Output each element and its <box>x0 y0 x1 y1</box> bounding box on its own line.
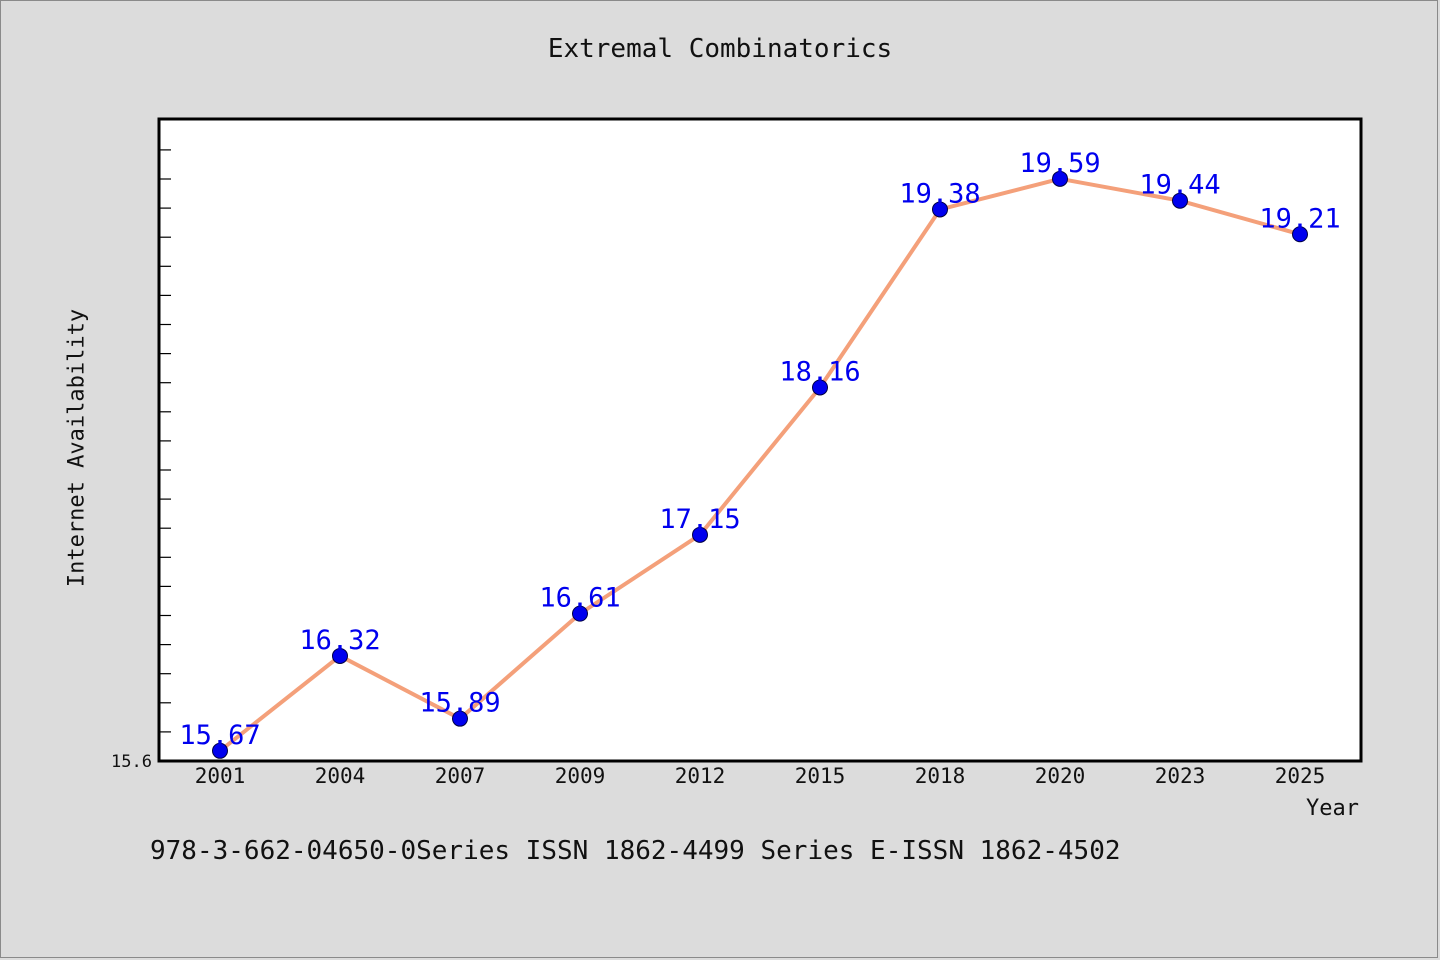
data-point <box>452 710 468 727</box>
x-tick-label: 2025 <box>1275 764 1326 788</box>
data-label: 19.44 <box>1139 170 1220 201</box>
y-axis-ticks <box>159 149 171 733</box>
data-markers <box>212 170 1308 759</box>
data-label: 19.59 <box>1019 148 1100 179</box>
x-tick-label: 2018 <box>915 764 966 788</box>
data-label: 19.38 <box>899 178 980 209</box>
series-line-group <box>218 176 1301 753</box>
x-tick-label: 2007 <box>435 764 486 788</box>
chart-title: Extremal Combinatorics <box>547 34 893 64</box>
data-label: 15.89 <box>419 688 500 719</box>
x-tick-label: 2009 <box>555 764 606 788</box>
data-point <box>812 379 828 396</box>
footer-note: 978-3-662-04650-0Series ISSN 1862-4499 S… <box>150 836 1121 866</box>
data-point <box>1052 170 1068 187</box>
x-tick-label: 2015 <box>795 764 846 788</box>
data-point <box>1292 226 1308 243</box>
plot-area <box>157 117 1363 763</box>
data-point <box>1172 192 1188 209</box>
x-tick-label: 2012 <box>675 764 726 788</box>
data-point <box>572 605 588 622</box>
x-tick-label: 2023 <box>1155 764 1206 788</box>
data-label: 16.32 <box>299 625 380 656</box>
x-tick-label: 2020 <box>1035 764 1086 788</box>
x-tick-labels: 2001 2004 2007 2009 2012 2015 2018 2020 2023 2025 <box>195 764 1326 788</box>
data-point <box>932 201 948 218</box>
x-tick-label: 2004 <box>315 764 366 788</box>
y-tick-label: 15.6 <box>111 752 152 772</box>
data-point <box>212 742 228 759</box>
data-label: 16.61 <box>539 583 620 614</box>
data-labels: 15.67 16.32 15.89 16.61 17.15 18.16 19.38 19.59… <box>179 148 1340 751</box>
data-label: 15.67 <box>179 720 260 751</box>
data-label: 17.15 <box>659 504 740 535</box>
data-point <box>692 526 708 543</box>
data-point <box>332 647 348 664</box>
x-axis-label: Year <box>1306 796 1359 821</box>
series-line <box>218 176 1301 753</box>
x-tick-label: 2001 <box>195 764 246 788</box>
data-label: 19.21 <box>1259 203 1340 234</box>
data-label: 18.16 <box>779 356 860 387</box>
